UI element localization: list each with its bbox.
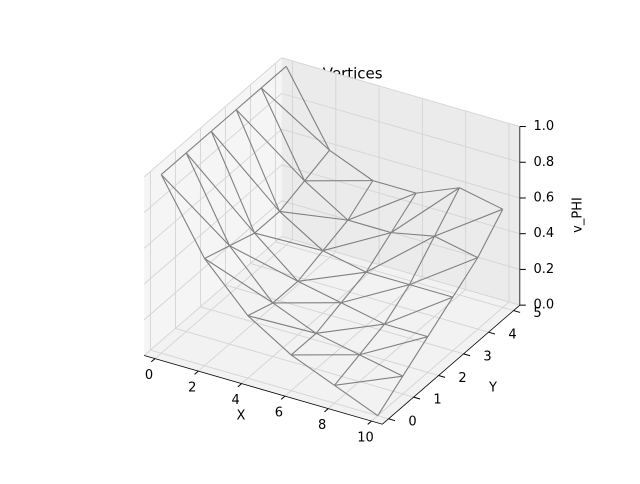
z-axis-label: v_PHI xyxy=(571,197,586,233)
z-tick-label: 0.0 xyxy=(533,298,554,313)
y-tick-label: 3 xyxy=(483,349,491,364)
tick-mark xyxy=(439,376,445,378)
z-tick-label: 0.4 xyxy=(533,226,554,241)
tick-mark xyxy=(489,332,495,334)
tick-mark xyxy=(195,371,199,374)
z-tick-label: 0.6 xyxy=(533,190,554,205)
x-axis-label: X xyxy=(237,409,246,424)
tick-mark xyxy=(464,354,470,356)
y-axis-label: Y xyxy=(488,381,497,396)
x-tick-label: 10 xyxy=(357,431,374,446)
x-tick-label: 6 xyxy=(275,406,283,421)
tick-mark xyxy=(368,421,372,424)
y-tick-label: 4 xyxy=(508,328,516,343)
tick-mark xyxy=(238,384,242,387)
z-tick-label: 0.8 xyxy=(533,155,554,170)
z-tick-label: 0.2 xyxy=(533,262,554,277)
x-tick-label: 8 xyxy=(318,418,326,433)
y-tick-label: 1 xyxy=(433,393,441,408)
tick-mark xyxy=(414,397,420,399)
tick-mark xyxy=(151,359,155,362)
z-tick-label: 1.0 xyxy=(533,119,554,134)
x-tick-label: 0 xyxy=(145,368,153,383)
tick-mark xyxy=(389,419,395,421)
x-tick-label: 2 xyxy=(188,381,196,396)
y-tick-label: 2 xyxy=(458,371,466,386)
tick-mark xyxy=(514,311,520,313)
x-tick-label: 4 xyxy=(231,393,239,408)
tick-mark xyxy=(324,409,328,412)
tick-mark xyxy=(281,396,285,399)
y-tick-label: 0 xyxy=(408,414,416,429)
